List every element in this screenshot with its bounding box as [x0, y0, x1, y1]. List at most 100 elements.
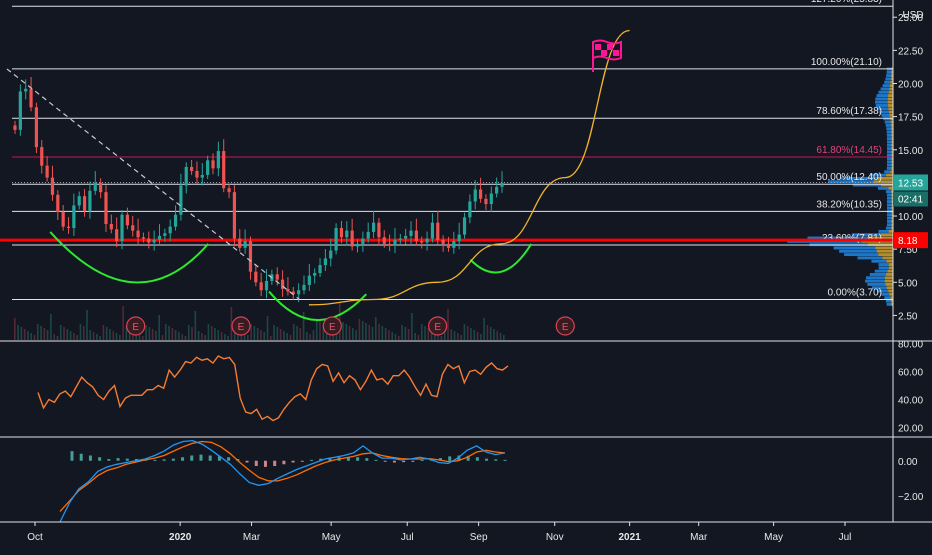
volume-profile-bar [878, 253, 893, 257]
volume-bar [388, 330, 390, 340]
volume-bar [227, 336, 229, 340]
macd-hist-bar [319, 458, 323, 461]
volume-profile-bar [866, 276, 885, 280]
volume-bar [460, 335, 462, 340]
volume-profile-bar [891, 143, 893, 147]
candle-body [72, 205, 76, 228]
volume-profile-bar [886, 74, 891, 78]
time-tick-label: Mar [690, 532, 708, 543]
candle-body [297, 290, 301, 295]
macd-hist-bar [181, 457, 185, 461]
volume-bar [161, 335, 164, 340]
volume-profile-bar [869, 273, 887, 276]
volume-profile-bar [888, 94, 893, 98]
macd-hist-bar [291, 460, 295, 463]
volume-profile-bar [878, 266, 889, 270]
volume-bar [499, 333, 502, 340]
volume-profile-bar [890, 226, 893, 230]
candle-body [254, 271, 258, 283]
volume-profile-bar [891, 147, 893, 151]
candle-body [115, 229, 119, 242]
volume-profile-bar [890, 80, 893, 84]
macd-hist-bar [79, 453, 83, 461]
macd-hist-bar [125, 458, 129, 461]
volume-bar [286, 333, 288, 340]
volume-profile-bar [881, 292, 890, 296]
volume-bar [417, 335, 420, 340]
candle-body [500, 182, 504, 187]
volume-profile-bar [875, 104, 888, 107]
earnings-marker[interactable]: E [322, 316, 342, 336]
earnings-marker[interactable]: E [555, 316, 575, 336]
volume-bar [112, 331, 115, 340]
volume-bar [46, 330, 49, 340]
macd-hist-bar [134, 459, 138, 461]
macd-hist-bar [346, 456, 350, 461]
volume-profile-bar [807, 236, 868, 240]
volume-bar [397, 336, 400, 340]
earnings-marker[interactable]: E [126, 316, 146, 336]
volume-bar [263, 332, 266, 340]
volume-profile-bar [891, 150, 893, 154]
currency-label: USD [902, 10, 923, 21]
candle-body [190, 166, 194, 171]
candle-body [248, 241, 253, 272]
volume-bar [430, 330, 433, 340]
candle-body [120, 214, 124, 242]
macd-hist-bar [485, 458, 489, 461]
volume-profile-bar [889, 113, 893, 117]
volume-bar [260, 330, 262, 340]
volume-profile-bar [884, 296, 891, 300]
earnings-label: E [132, 322, 139, 333]
earnings-label: E [434, 322, 441, 333]
volume-profile-bar [880, 233, 893, 237]
candle-body [50, 177, 55, 195]
volume-bar [437, 334, 439, 340]
macd-hist-bar [162, 459, 166, 461]
marker-label: 8.18 [898, 236, 918, 247]
volume-profile-bar [890, 77, 893, 81]
volume-bar [86, 310, 88, 340]
volume-profile-bar [887, 200, 892, 204]
volume-bar [105, 327, 108, 340]
macd-hist-bar [107, 459, 111, 461]
volume-bar [66, 329, 69, 340]
earnings-label: E [562, 322, 569, 333]
volume-profile-bar [886, 166, 892, 170]
time-tick-label: Sep [470, 532, 488, 543]
volume-bar [384, 328, 387, 340]
candle-body [206, 160, 210, 175]
price-tick-label: 2.50 [898, 311, 918, 322]
volume-profile-bar [890, 123, 893, 127]
volume-profile-bar [886, 127, 892, 131]
volume-bar [128, 328, 131, 340]
macd-hist-bar [383, 460, 387, 462]
volume-bar [292, 324, 295, 340]
volume-profile-bar [887, 203, 892, 207]
volume-bar [463, 324, 466, 340]
volume-bar [411, 313, 413, 340]
volume-bar [427, 328, 430, 340]
volume-bar [224, 334, 226, 340]
flag-icon-cell [601, 50, 607, 56]
drawings[interactable] [6, 29, 630, 322]
earnings-marker[interactable]: E [428, 316, 448, 336]
price-labels: 12.53 02:41 8.18 [893, 174, 928, 249]
volume-profile-bar [891, 140, 893, 144]
volume-bar [99, 336, 101, 340]
volume-profile-bar [884, 279, 893, 283]
fib-label: 127.20%(25.83) [811, 0, 882, 5]
volume-bar [178, 332, 180, 340]
volume-profile-bar [880, 183, 893, 187]
volume-bar [319, 321, 321, 340]
volume-bar [345, 324, 348, 340]
earnings-marker[interactable]: E [231, 316, 251, 336]
volume-bar [273, 325, 275, 340]
volume-bar [168, 326, 170, 340]
fib-label: 61.80%(14.45) [816, 145, 882, 156]
volume-profile-bar [886, 70, 892, 74]
volume-profile-bar [833, 246, 876, 250]
